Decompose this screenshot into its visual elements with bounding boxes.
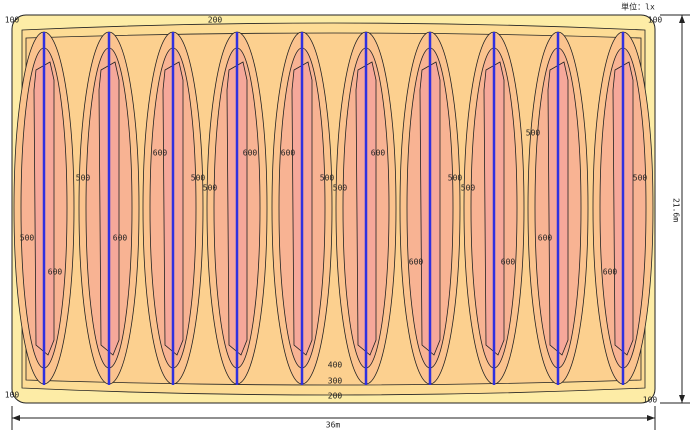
contour-label: 400 <box>328 361 343 370</box>
contour-label: 600 <box>281 149 296 158</box>
contour-label: 100 <box>5 391 20 400</box>
contour-label: 600 <box>153 149 168 158</box>
contour-label: 500 <box>448 174 463 183</box>
contour-label: 300 <box>328 377 343 386</box>
contour-label: 500 <box>191 174 206 183</box>
unit-label: 単位：lx <box>621 2 655 12</box>
contour-label: 600 <box>243 149 258 158</box>
contour-label: 100 <box>643 396 658 405</box>
contour-label: 600 <box>48 268 63 277</box>
contour-label: 500 <box>203 184 218 193</box>
contour-label: 100 <box>5 16 20 25</box>
contour-label: 500 <box>526 129 541 138</box>
width-label: 36m <box>326 421 341 430</box>
contour-label: 200 <box>328 392 343 401</box>
contour-label: 500 <box>633 174 648 183</box>
height-label: 21.6m <box>672 198 681 222</box>
contour-label: 600 <box>603 268 618 277</box>
contour-label: 600 <box>113 234 128 243</box>
luminaire-columns <box>13 31 654 385</box>
contour-label: 600 <box>538 234 553 243</box>
contour-label: 600 <box>501 258 516 267</box>
contour-label: 100 <box>648 16 663 25</box>
contour-label: 600 <box>371 149 386 158</box>
contour-label: 500 <box>333 184 348 193</box>
contour-label: 600 <box>409 258 424 267</box>
contour-label: 200 <box>208 16 223 25</box>
contour-label: 500 <box>20 234 35 243</box>
contour-label: 500 <box>76 174 91 183</box>
contour-label: 500 <box>320 174 335 183</box>
contour-label: 500 <box>461 184 476 193</box>
contour-labels: 100 200 1001001004003002005005005005005005… <box>5 16 663 405</box>
